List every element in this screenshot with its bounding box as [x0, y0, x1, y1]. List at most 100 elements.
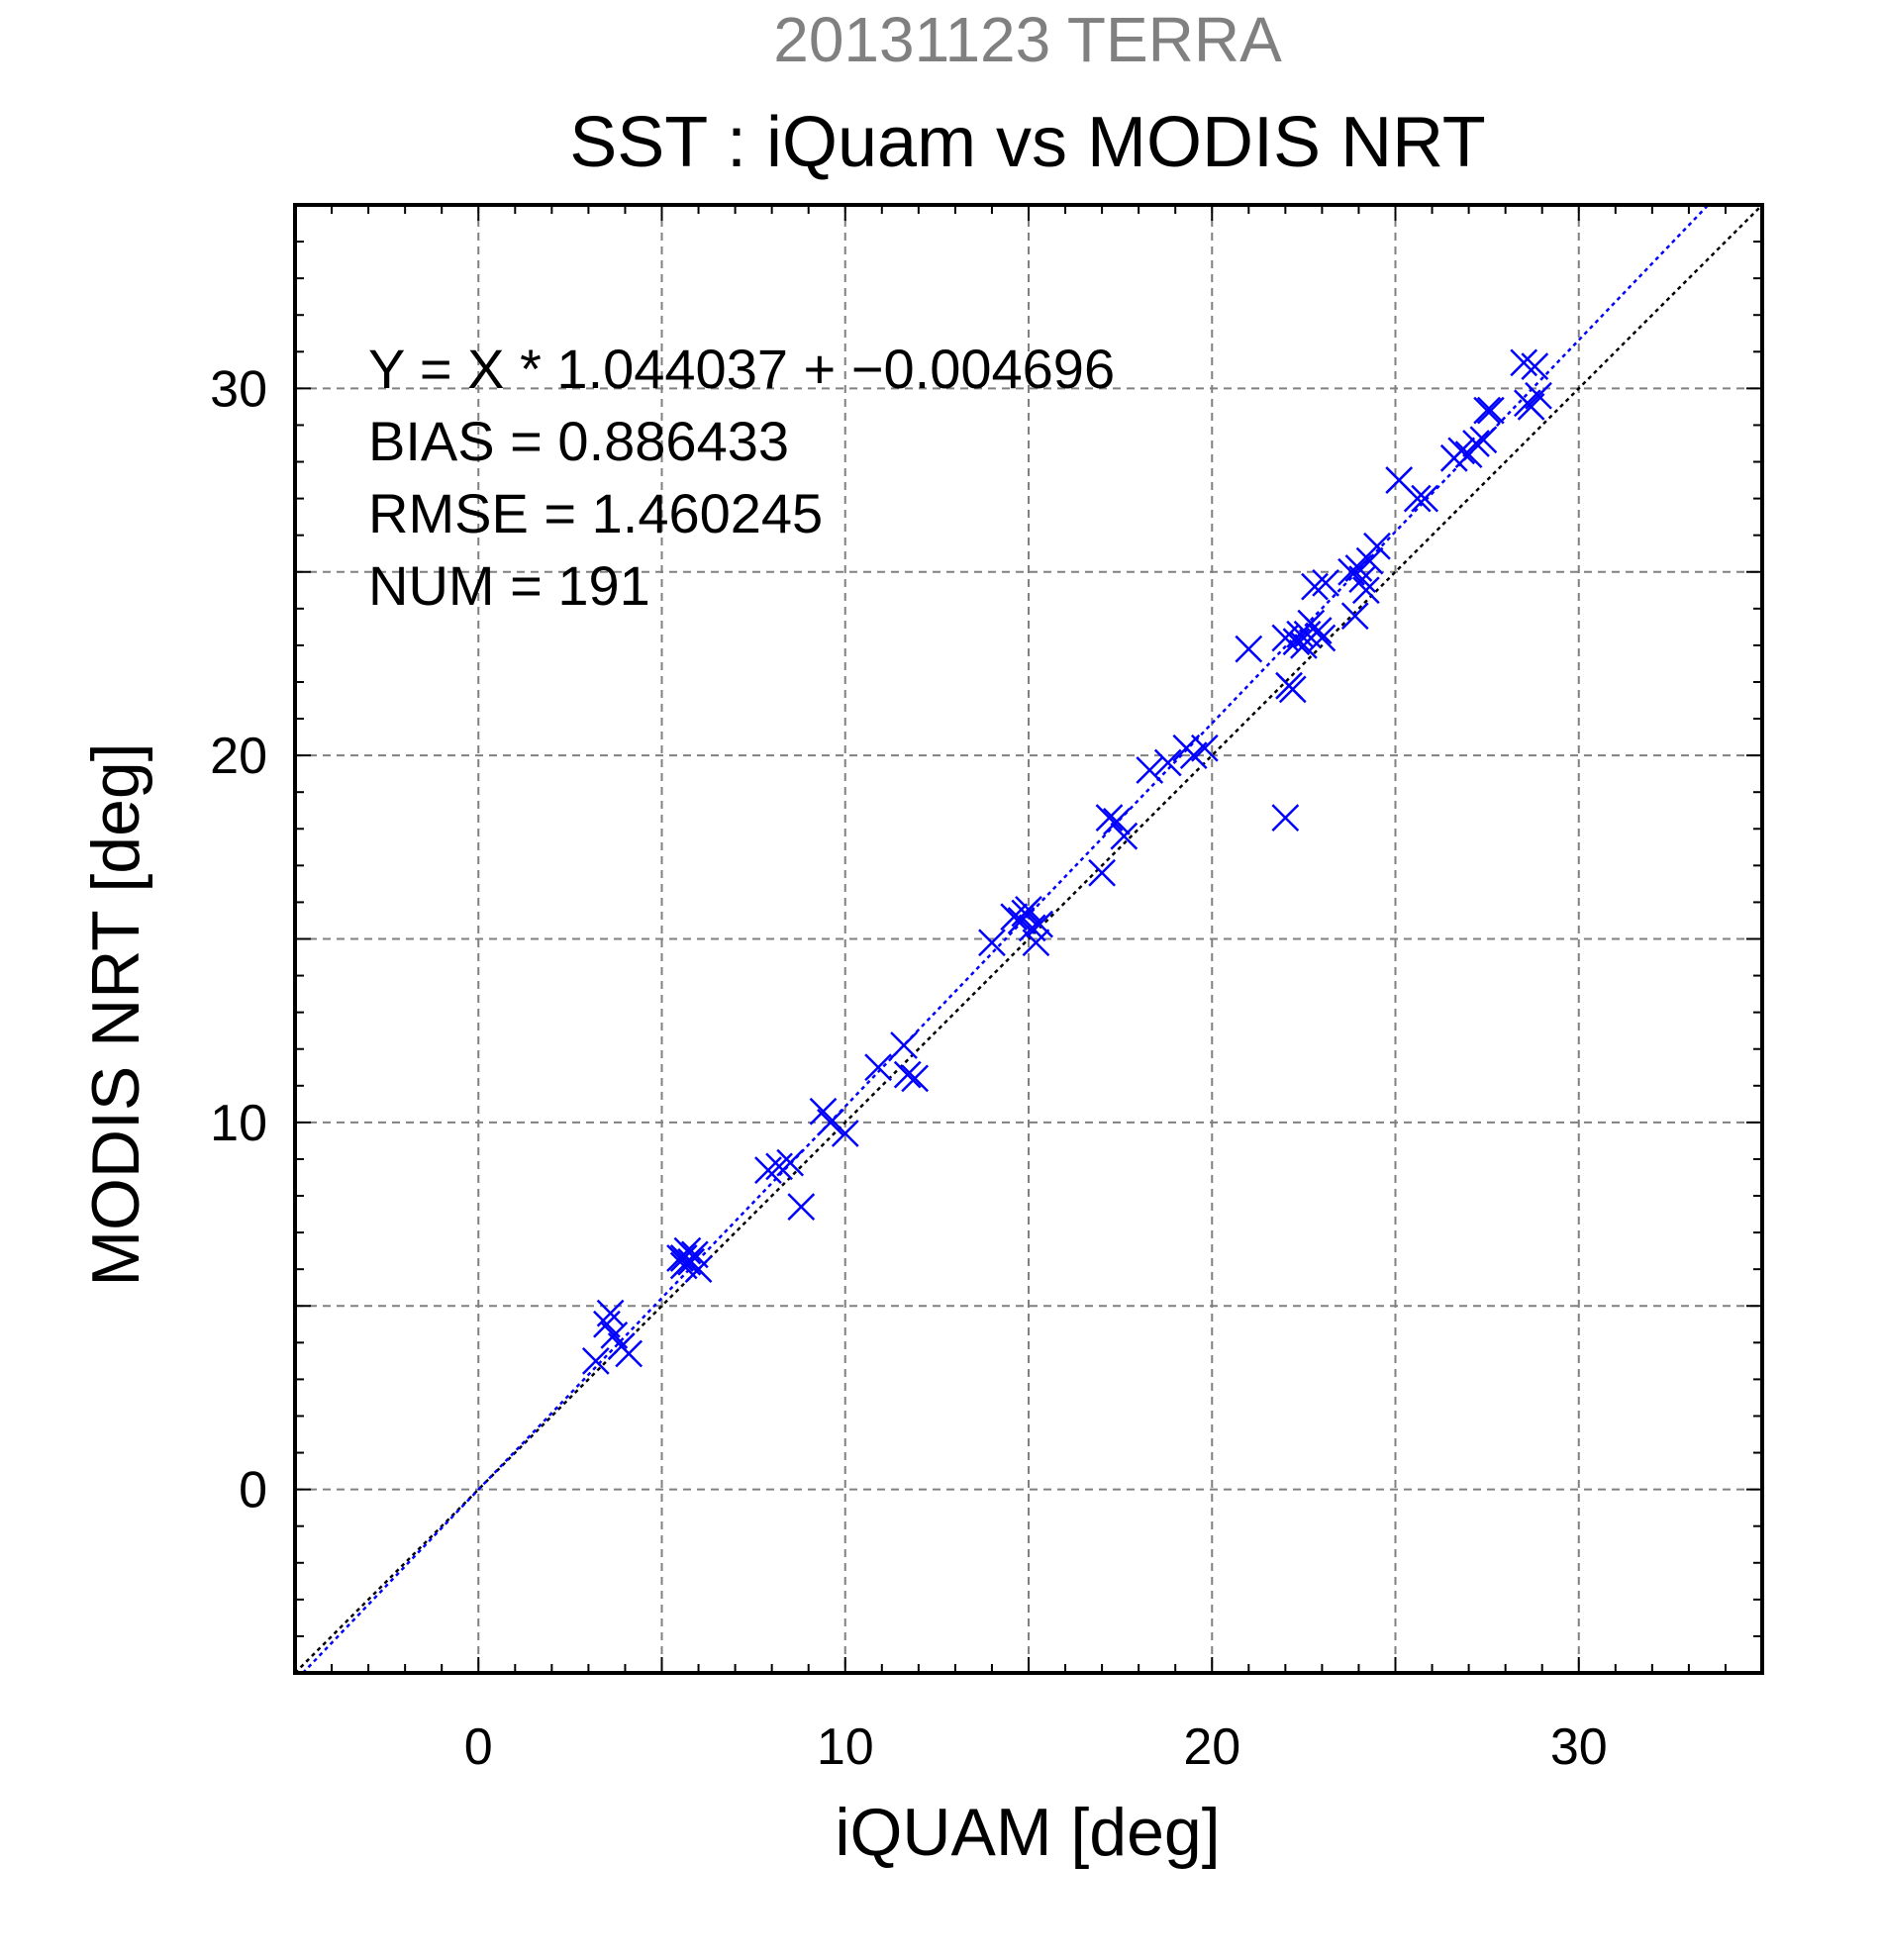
- data-point: [581, 1346, 610, 1375]
- x-tick-label: 10: [817, 1718, 874, 1776]
- x-tick-label: 0: [464, 1718, 493, 1776]
- y-axis-label: MODIS NRT [deg]: [78, 742, 153, 1286]
- data-point-stroke: [1103, 807, 1131, 835]
- data-point: [1312, 568, 1339, 597]
- data-point-stroke: [1521, 352, 1549, 381]
- data-point: [1022, 929, 1050, 957]
- data-point: [890, 1031, 918, 1059]
- data-point-stroke: [1022, 929, 1050, 957]
- data-point: [831, 1120, 859, 1147]
- data-point-stroke: [673, 1236, 702, 1265]
- reference-lines: [294, 204, 1763, 1674]
- x-axis-label: iQUAM [deg]: [835, 1795, 1220, 1870]
- data-points: [581, 348, 1552, 1375]
- data-point-stroke: [817, 1108, 844, 1136]
- data-point: [1447, 437, 1476, 465]
- data-point-stroke: [1462, 430, 1490, 457]
- data-point-stroke: [1153, 748, 1182, 777]
- data-point-stroke: [1278, 675, 1307, 704]
- data-point: [615, 1339, 644, 1368]
- data-point-stroke: [1473, 396, 1502, 425]
- data-point-stroke: [1476, 396, 1505, 425]
- data-point: [1411, 484, 1439, 513]
- data-point-stroke: [1095, 804, 1124, 833]
- data-point-stroke: [1026, 910, 1053, 938]
- data-point: [1286, 620, 1315, 648]
- y-tick-label: 30: [210, 360, 267, 418]
- data-point-stroke: [1293, 620, 1322, 648]
- data-point: [1103, 807, 1131, 835]
- data-point-stroke: [893, 1060, 922, 1089]
- stats-bias: BIAS = 0.886433: [368, 410, 789, 472]
- data-point-stroke: [1363, 532, 1391, 560]
- data-point-stroke: [615, 1339, 644, 1368]
- data-point-stroke: [1289, 632, 1318, 659]
- chart-title: SST : iQuam vs MODIS NRT: [569, 103, 1486, 182]
- data-point-stroke: [1271, 804, 1300, 833]
- data-point-stroke: [1312, 568, 1339, 597]
- data-point-stroke: [1011, 899, 1040, 928]
- data-point: [1153, 748, 1182, 777]
- data-point: [1351, 576, 1380, 605]
- x-tick-labels: 0 10 20 30: [464, 1718, 1608, 1776]
- data-point: [1271, 804, 1300, 833]
- data-point: [1513, 389, 1541, 418]
- data-point: [893, 1060, 922, 1089]
- data-point-stroke: [776, 1148, 805, 1177]
- data-point-stroke: [809, 1097, 838, 1126]
- data-point-stroke: [864, 1053, 892, 1082]
- data-point-stroke: [1190, 734, 1219, 762]
- data-point: [673, 1236, 702, 1265]
- data-point: [1340, 602, 1369, 631]
- data-point: [1235, 635, 1263, 663]
- data-point: [1301, 572, 1329, 601]
- y-tick-label: 20: [210, 728, 267, 785]
- data-point-stroke: [901, 1064, 930, 1093]
- data-point-stroke: [890, 1031, 918, 1059]
- data-point-stroke: [1344, 554, 1373, 582]
- x-tick-label: 30: [1550, 1718, 1608, 1776]
- data-point: [1469, 426, 1498, 454]
- data-point: [1136, 756, 1164, 784]
- data-point-stroke: [831, 1120, 859, 1147]
- data-point: [1521, 352, 1549, 381]
- data-point: [1510, 348, 1538, 377]
- y-tick-labels: 0 10 20 30: [210, 360, 267, 1519]
- data-point: [1289, 632, 1318, 659]
- plot-frame: [293, 203, 1764, 1675]
- data-point: [673, 1247, 702, 1276]
- data-point: [1476, 396, 1505, 425]
- data-point: [978, 929, 1006, 957]
- data-point-stroke: [765, 1152, 793, 1181]
- data-point-stroke: [1351, 576, 1380, 605]
- data-point-stroke: [1136, 756, 1164, 784]
- data-point: [1095, 804, 1124, 833]
- stats-num: NUM = 191: [368, 554, 650, 617]
- data-point: [776, 1148, 805, 1177]
- data-point: [765, 1152, 793, 1181]
- data-point: [593, 1310, 621, 1338]
- data-point-stroke: [787, 1193, 816, 1222]
- data-point: [1000, 903, 1029, 931]
- data-point-stroke: [1337, 557, 1365, 586]
- data-point-stroke: [1235, 635, 1263, 663]
- x-tick-label: 20: [1183, 1718, 1240, 1776]
- data-point: [1363, 532, 1391, 560]
- y-tick-label: 10: [210, 1095, 267, 1152]
- data-point-stroke: [600, 1322, 629, 1349]
- data-point: [1278, 675, 1307, 704]
- data-point: [1462, 430, 1490, 457]
- data-point-stroke: [1447, 437, 1476, 465]
- data-point: [1190, 734, 1219, 762]
- data-point-stroke: [1301, 572, 1329, 601]
- data-point-stroke: [1348, 565, 1377, 594]
- data-point: [754, 1156, 782, 1184]
- data-point: [901, 1064, 930, 1093]
- stats-rmse: RMSE = 1.460245: [368, 482, 823, 544]
- data-point-stroke: [1513, 389, 1541, 418]
- data-point: [1026, 910, 1053, 938]
- data-point-stroke: [581, 1346, 610, 1375]
- data-point-stroke: [1403, 484, 1432, 513]
- data-point-stroke: [1340, 602, 1369, 631]
